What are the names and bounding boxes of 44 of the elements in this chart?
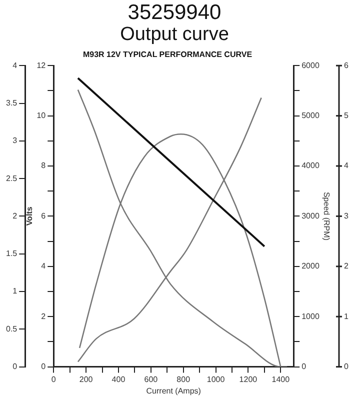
y3-tick-label: 0	[302, 362, 307, 372]
text: 6	[344, 60, 349, 70]
y-tick-label: 3.5	[6, 98, 18, 108]
x-tick-label: 800	[176, 374, 191, 384]
x-tick-label: 1000	[206, 374, 226, 384]
y3-tick-label: 5000	[302, 111, 320, 120]
x-axis-title: Current (Amps)	[146, 386, 202, 396]
y2-tick-label: 0	[41, 362, 46, 372]
y-tick-label: 1	[12, 286, 18, 296]
y2-tick-label: 10	[36, 111, 46, 120]
x-tick-label: 1400	[272, 374, 290, 384]
text: 3	[344, 211, 349, 220]
x-tick-label: 400	[112, 374, 126, 384]
y2-tick-label: 8	[41, 161, 46, 170]
text: 2	[344, 262, 349, 271]
y3-tick-label: 6000	[302, 60, 320, 70]
x-tick-label: 0	[51, 374, 56, 384]
x-tick-label: 200	[79, 374, 94, 384]
y2-axis-title: Volts	[25, 206, 34, 226]
y-tick-label: 3	[12, 136, 18, 146]
y-tick-label: 2	[12, 211, 18, 220]
text: M93R 12V TYPICAL PERFORMANCE CURVE	[82, 50, 253, 60]
y2-tick-label: 6	[41, 211, 46, 220]
y3-tick-label: 2000	[302, 262, 320, 271]
text: 5	[344, 111, 349, 120]
text: 1	[344, 312, 349, 321]
y2-tick-label: 2	[41, 312, 46, 321]
y-tick-label: 2.5	[6, 174, 18, 183]
y3-tick-label: 4000	[302, 161, 320, 170]
y-tick-label: 0.5	[6, 324, 18, 334]
y-tick-label: 1.5	[6, 249, 18, 258]
y3-tick-label: 1000	[302, 312, 320, 321]
y3-axis-title: Speed (RPM)	[322, 192, 331, 241]
chart-subtitle: Output curve	[119, 24, 230, 46]
text: 4	[344, 161, 349, 170]
y3-tick-label: 3000	[302, 211, 320, 220]
x-tick-label: 1200	[239, 374, 258, 384]
text: 0	[344, 362, 349, 372]
y2-tick-label: 4	[41, 262, 46, 271]
y-tick-label: 4	[12, 60, 18, 70]
chart-title: 35259940	[126, 1, 222, 24]
x-tick-label: 600	[144, 374, 158, 384]
y2-tick-label: 12	[36, 60, 46, 70]
y-tick-label: 0	[12, 362, 18, 372]
